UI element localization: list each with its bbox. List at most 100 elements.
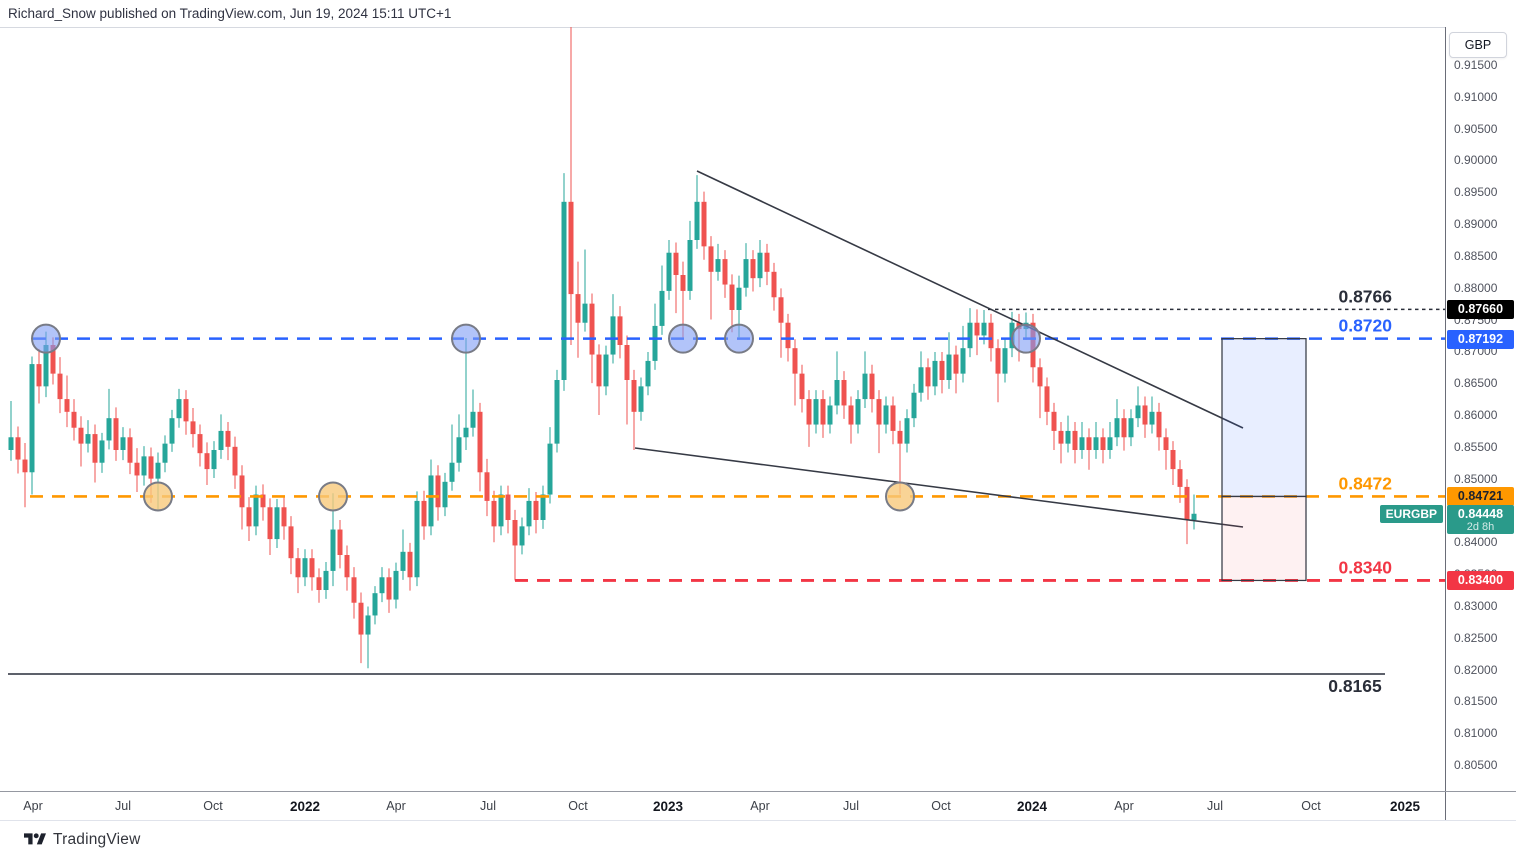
time-tick-label: Jul xyxy=(843,799,859,813)
candle-body xyxy=(85,434,91,444)
time-tick-label: 2022 xyxy=(289,799,321,814)
candle-body xyxy=(953,354,959,374)
candle-body xyxy=(687,240,693,291)
candle-body xyxy=(134,462,140,476)
candle-body xyxy=(449,462,455,482)
candle-body xyxy=(764,252,770,272)
currency-toggle-button[interactable]: GBP xyxy=(1449,32,1507,58)
candle-body xyxy=(617,316,623,345)
price-tick-label: 0.82000 xyxy=(1454,662,1498,677)
time-tick-label: 2025 xyxy=(1389,799,1421,814)
candle-body xyxy=(379,577,385,594)
candle-body xyxy=(106,418,112,441)
time-axis-bottom-border xyxy=(0,820,1516,821)
orange-touch-circle xyxy=(318,481,348,512)
candle-body xyxy=(470,411,476,428)
time-tick-label: Jul xyxy=(115,799,131,813)
candle-body xyxy=(708,246,714,272)
candle-body xyxy=(1086,437,1092,450)
candle-body xyxy=(260,494,266,508)
price-axis-border xyxy=(1445,27,1446,820)
candle-body xyxy=(1002,348,1008,374)
candle-body xyxy=(960,348,966,374)
price-tick-label: 0.85000 xyxy=(1454,471,1498,486)
price-badge-0.84448: 0.84448 2d 8h xyxy=(1447,504,1514,534)
candle-body xyxy=(743,259,749,288)
candle-body xyxy=(1163,437,1169,450)
price-chart-canvas[interactable]: 0.8766 0.8720 0.8472 0.8340 0.8165 xyxy=(0,27,1445,791)
candle-body xyxy=(848,405,854,425)
candle-body xyxy=(673,252,679,275)
tradingview-attribution[interactable]: TradingView xyxy=(24,830,141,849)
candle-body xyxy=(561,201,567,380)
price-badge-0.83400: 0.83400 xyxy=(1447,570,1514,590)
candle-body xyxy=(302,558,308,578)
time-tick-label: Oct xyxy=(203,799,223,813)
time-axis-top-border xyxy=(0,791,1516,792)
candle-body xyxy=(1121,418,1127,438)
candle-body xyxy=(43,345,49,387)
price-tick-label: 0.91000 xyxy=(1454,89,1498,104)
candle-body xyxy=(36,364,42,387)
candle-body xyxy=(666,252,672,291)
candle-body xyxy=(358,602,364,635)
candle-body xyxy=(57,373,63,400)
candle-body xyxy=(456,437,462,463)
candle-body xyxy=(253,494,259,527)
candle-body xyxy=(785,322,791,349)
candle-body xyxy=(71,411,77,428)
candle-body xyxy=(351,577,357,603)
candle-body xyxy=(442,481,448,508)
candle-body xyxy=(477,411,483,473)
candle-body xyxy=(862,373,868,400)
blue-touch-circle xyxy=(451,323,481,354)
candle-body xyxy=(365,615,371,635)
candle-body xyxy=(183,399,189,422)
candle-body xyxy=(624,345,630,380)
candle-body xyxy=(421,500,427,527)
level-label-0.8766: 0.8766 xyxy=(1338,286,1392,306)
candle-body xyxy=(680,275,686,291)
candle-body xyxy=(225,430,231,447)
price-badge-0.84721: 0.84721 xyxy=(1447,486,1514,506)
price-tick-label: 0.89500 xyxy=(1454,185,1498,200)
candle-body xyxy=(484,472,490,501)
price-badge-0.87192: 0.87192 xyxy=(1447,329,1514,349)
candle-body xyxy=(638,386,644,412)
candle-body xyxy=(1051,411,1057,431)
candle-body xyxy=(1072,430,1078,450)
candle-body xyxy=(1142,405,1148,425)
candle-body xyxy=(1107,437,1113,450)
price-tick-label: 0.81000 xyxy=(1454,726,1498,741)
candle-body xyxy=(554,380,560,444)
candle-body xyxy=(337,529,343,555)
candle-body xyxy=(190,421,196,435)
candle-body xyxy=(29,364,35,473)
candle-body xyxy=(323,570,329,590)
price-axis[interactable]: 0.91500 0.91000 0.90500 0.90000 0.89500 0.890… xyxy=(1446,27,1516,791)
candle-body xyxy=(1065,430,1071,444)
candle-body xyxy=(344,555,350,578)
candle-body xyxy=(533,500,539,520)
candle-body xyxy=(869,373,875,400)
candle-body xyxy=(1079,437,1085,450)
candle-body xyxy=(652,325,658,361)
price-tick-label: 0.86500 xyxy=(1454,376,1498,391)
support-label: 0.8165 xyxy=(1328,676,1382,696)
candle-body xyxy=(736,287,742,310)
candle-body xyxy=(883,405,889,425)
time-tick-label: Apr xyxy=(386,799,406,813)
candle-body xyxy=(729,284,735,310)
candle-body xyxy=(722,259,728,285)
candle-body xyxy=(211,450,217,470)
candle-body xyxy=(519,526,525,546)
tradingview-logo-icon xyxy=(24,830,46,849)
time-tick-label: Apr xyxy=(23,799,43,813)
publication-title: Richard_Snow published on TradingView.co… xyxy=(8,6,452,21)
time-tick-label: 2023 xyxy=(652,799,684,814)
candle-body xyxy=(246,507,252,527)
candle-body xyxy=(659,290,665,326)
orange-touch-circle xyxy=(143,481,173,512)
time-axis[interactable]: Apr Jul Oct 2022 Apr Jul Oct 2023 Apr Jul Oct 2024 A… xyxy=(0,792,1445,820)
